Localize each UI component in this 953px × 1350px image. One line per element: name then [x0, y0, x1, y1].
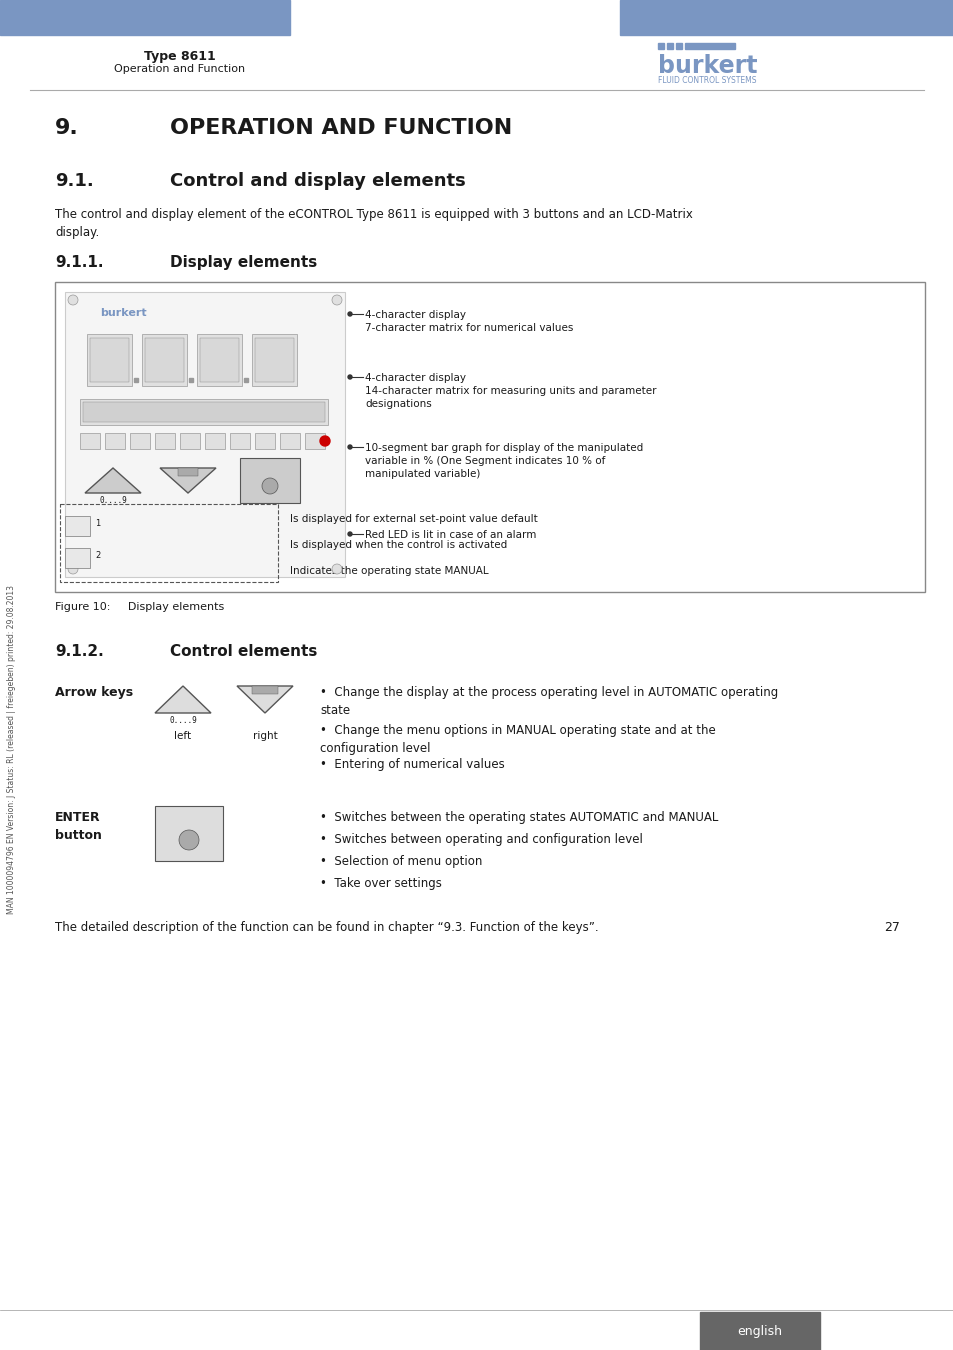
- Polygon shape: [154, 686, 211, 713]
- Bar: [0, 0, 290, 35]
- Bar: [254, 338, 294, 382]
- Bar: [65, 516, 90, 536]
- Bar: [254, 433, 274, 450]
- Text: 9.1.: 9.1.: [55, 171, 93, 190]
- Text: Arrow keys: Arrow keys: [55, 686, 133, 699]
- Text: Figure 10:     Display elements: Figure 10: Display elements: [55, 602, 224, 612]
- Bar: [60, 504, 277, 582]
- Text: •  Change the display at the process operating level in AUTOMATIC operating
stat: • Change the display at the process oper…: [319, 686, 778, 717]
- Bar: [305, 433, 325, 450]
- Circle shape: [348, 375, 352, 379]
- Bar: [87, 333, 132, 386]
- Circle shape: [348, 532, 352, 536]
- Text: burkert: burkert: [100, 308, 147, 319]
- Bar: [65, 548, 90, 568]
- Circle shape: [179, 830, 199, 850]
- Bar: [676, 43, 681, 49]
- Text: MAN 1000094796 EN Version: J Status: RL (released | freiegeben) printed: 29.08.2: MAN 1000094796 EN Version: J Status: RL …: [8, 586, 16, 914]
- Text: Display elements: Display elements: [170, 255, 317, 270]
- Bar: [666, 43, 672, 49]
- Text: •  Entering of numerical values: • Entering of numerical values: [319, 757, 504, 771]
- Bar: [142, 333, 187, 386]
- Bar: [658, 43, 663, 49]
- Text: •  Change the menu options in MANUAL operating state and at the
configuration le: • Change the menu options in MANUAL oper…: [319, 724, 715, 755]
- Circle shape: [262, 478, 277, 494]
- Text: •  Selection of menu option: • Selection of menu option: [319, 855, 482, 868]
- Bar: [240, 458, 299, 504]
- Bar: [130, 433, 150, 450]
- Text: Indicates the operating state MANUAL: Indicates the operating state MANUAL: [290, 566, 488, 576]
- Bar: [684, 43, 734, 49]
- Bar: [83, 402, 325, 423]
- Text: 4-character display
7-character matrix for numerical values: 4-character display 7-character matrix f…: [365, 310, 573, 333]
- Text: 9.: 9.: [55, 117, 79, 138]
- Bar: [145, 338, 184, 382]
- Bar: [205, 433, 225, 450]
- Circle shape: [332, 564, 341, 574]
- Text: ENTER: ENTER: [255, 464, 284, 472]
- Text: right: right: [253, 730, 277, 741]
- Text: FLUID CONTROL SYSTEMS: FLUID CONTROL SYSTEMS: [658, 76, 756, 85]
- Text: Red LED is lit in case of an alarm: Red LED is lit in case of an alarm: [365, 531, 536, 540]
- Bar: [105, 433, 125, 450]
- Bar: [154, 433, 174, 450]
- Text: •  Switches between operating and configuration level: • Switches between operating and configu…: [319, 833, 642, 846]
- Text: 9.1.2.: 9.1.2.: [55, 644, 104, 659]
- Bar: [200, 338, 239, 382]
- Bar: [252, 686, 277, 694]
- Bar: [252, 333, 296, 386]
- Polygon shape: [160, 468, 215, 493]
- Bar: [244, 378, 248, 382]
- Text: 0....9: 0....9: [99, 495, 127, 505]
- Text: ENTER
button: ENTER button: [55, 811, 102, 842]
- Bar: [80, 433, 100, 450]
- Text: 10-segment bar graph for display of the manipulated
variable in % (One Segment i: 10-segment bar graph for display of the …: [365, 443, 642, 479]
- Bar: [90, 338, 129, 382]
- Text: left: left: [174, 730, 192, 741]
- Text: 1: 1: [95, 520, 100, 528]
- Text: 2: 2: [95, 552, 100, 560]
- Text: ENTER: ENTER: [173, 814, 204, 824]
- Circle shape: [348, 446, 352, 450]
- Bar: [196, 333, 242, 386]
- Bar: [700, 1312, 820, 1350]
- Bar: [230, 433, 250, 450]
- Polygon shape: [85, 468, 141, 493]
- Text: The control and display element of the eCONTROL Type 8611 is equipped with 3 but: The control and display element of the e…: [55, 208, 692, 239]
- Text: The detailed description of the function can be found in chapter “9.3. Function : The detailed description of the function…: [55, 921, 598, 934]
- Text: 9.1.1.: 9.1.1.: [55, 255, 103, 270]
- Text: •  Switches between the operating states AUTOMATIC and MANUAL: • Switches between the operating states …: [319, 811, 718, 824]
- Text: Control elements: Control elements: [170, 644, 317, 659]
- Bar: [280, 433, 299, 450]
- Circle shape: [68, 296, 78, 305]
- Bar: [189, 378, 193, 382]
- Text: OPERATION AND FUNCTION: OPERATION AND FUNCTION: [170, 117, 512, 138]
- Circle shape: [68, 564, 78, 574]
- Bar: [80, 400, 328, 425]
- Bar: [180, 433, 200, 450]
- Text: burkert: burkert: [658, 54, 757, 78]
- Text: Operation and Function: Operation and Function: [114, 63, 245, 74]
- Bar: [178, 468, 198, 477]
- Bar: [133, 378, 138, 382]
- Text: english: english: [737, 1324, 781, 1338]
- Text: Is displayed for external set-point value default: Is displayed for external set-point valu…: [290, 514, 537, 524]
- Bar: [55, 282, 924, 593]
- Bar: [65, 292, 345, 576]
- Circle shape: [319, 436, 330, 446]
- Text: •  Take over settings: • Take over settings: [319, 878, 441, 890]
- Polygon shape: [236, 686, 293, 713]
- Circle shape: [348, 312, 352, 316]
- Text: Is displayed when the control is activated: Is displayed when the control is activat…: [290, 540, 507, 549]
- Circle shape: [332, 296, 341, 305]
- Bar: [619, 0, 953, 35]
- Bar: [154, 806, 223, 861]
- Text: 27: 27: [883, 921, 899, 934]
- Text: 4-character display
14-character matrix for measuring units and parameter
design: 4-character display 14-character matrix …: [365, 373, 656, 409]
- Text: Type 8611: Type 8611: [144, 50, 215, 63]
- Text: 0....9: 0....9: [169, 716, 196, 725]
- Text: Control and display elements: Control and display elements: [170, 171, 465, 190]
